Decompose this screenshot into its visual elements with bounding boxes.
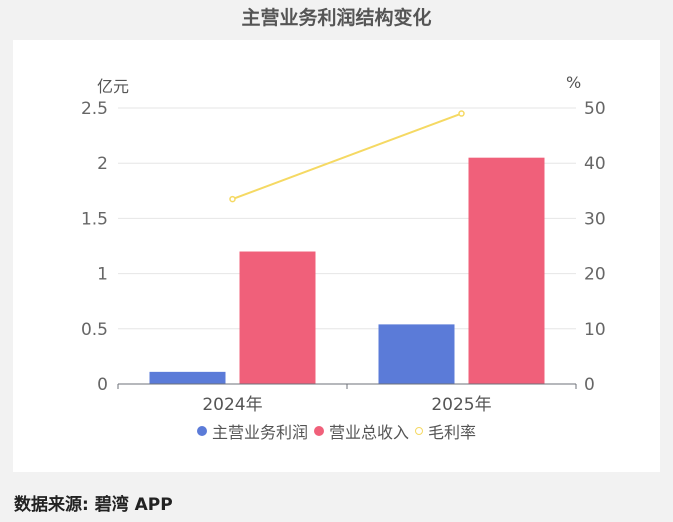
legend-item-revenue[interactable]: 营业总收入 xyxy=(313,419,409,443)
legend-label-margin: 毛利率 xyxy=(428,423,477,442)
y-left-tick-label: 0 xyxy=(97,375,108,395)
margin-point xyxy=(229,195,236,203)
bar-profit xyxy=(149,371,226,384)
y-right-tick-label: 50 xyxy=(584,99,606,119)
bar-revenue xyxy=(239,251,316,384)
y-right-tick-label: 20 xyxy=(584,265,606,285)
legend-item-margin[interactable]: 毛利率 xyxy=(415,419,476,443)
chart-legend: 主营业务利润 营业总收入 毛利率 xyxy=(0,418,673,444)
y-right-tick-label: 30 xyxy=(584,209,606,229)
y-right-tick-label: 40 xyxy=(584,154,606,174)
y-axis-right-unit: % xyxy=(566,73,582,92)
y-left-tick-label: 1.5 xyxy=(81,209,108,229)
y-axis-left-unit: 亿元 xyxy=(97,77,130,96)
chart-title: 主营业务利润结构变化 xyxy=(241,7,432,29)
chart-plot: 0 0.5 1 1.5 2 2.5 0 10 20 30 40 50 2024年 2025年 xyxy=(81,99,606,415)
y-right-tick-label: 10 xyxy=(584,320,606,340)
y-right-tick-label: 0 xyxy=(584,375,595,395)
legend-item-profit[interactable]: 主营业务利润 xyxy=(196,419,308,443)
legend-swatch-profit xyxy=(196,426,207,436)
x-tick-label: 2025年 xyxy=(431,395,491,415)
bar-revenue xyxy=(468,157,545,384)
legend-label-profit: 主营业务利润 xyxy=(211,423,308,442)
legend-label-revenue: 营业总收入 xyxy=(328,423,409,442)
legend-swatch-margin xyxy=(415,427,423,435)
y-left-tick-label: 0.5 xyxy=(81,320,108,340)
x-tick-label: 2024年 xyxy=(202,395,262,415)
chart-panel xyxy=(13,40,660,472)
data-source: 数据来源: 碧湾 APP xyxy=(14,495,173,515)
margin-line xyxy=(232,112,462,201)
y-left-tick-label: 2.5 xyxy=(81,99,108,119)
bar-profit xyxy=(378,324,455,384)
legend-swatch-revenue xyxy=(313,426,324,436)
y-left-tick-label: 2 xyxy=(97,154,108,174)
y-left-tick-label: 1 xyxy=(97,265,108,285)
margin-point xyxy=(458,110,465,117)
